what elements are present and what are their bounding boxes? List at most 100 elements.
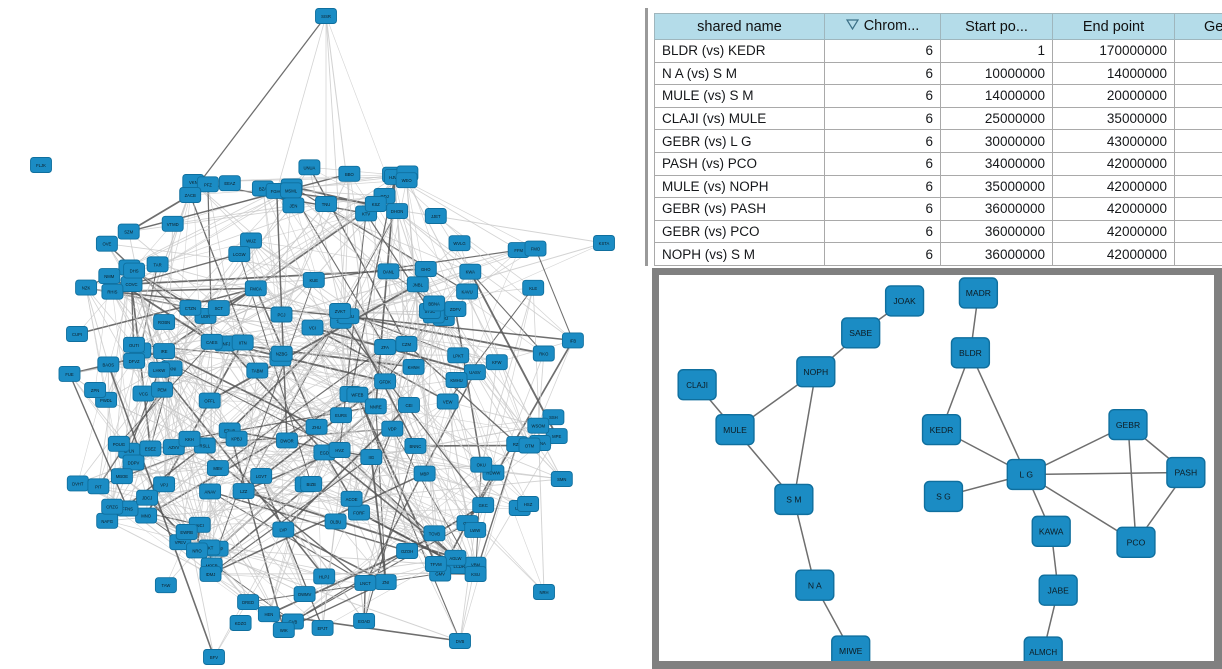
graph-node[interactable] [84, 382, 107, 398]
graph-edge[interactable] [128, 231, 281, 359]
cell-end-point[interactable]: 35000000 [1052, 106, 1175, 131]
graph-edge[interactable] [238, 253, 351, 395]
graph-edge[interactable] [180, 541, 461, 642]
graph-edge[interactable] [217, 346, 386, 469]
table-row[interactable]: BLDR (vs) KEDR61170000000192.0 [654, 39, 1222, 63]
cell-start-point[interactable]: 36000000 [940, 219, 1053, 244]
graph-node[interactable] [472, 497, 495, 514]
cell-start-point[interactable]: 30000000 [940, 129, 1053, 153]
graph-edge[interactable] [210, 472, 425, 575]
graph-edge[interactable] [292, 504, 484, 623]
cell-shared-name[interactable]: GEBR (vs) L G [654, 129, 825, 153]
graph-node[interactable]: KAWA [1031, 515, 1071, 547]
graph-node[interactable] [293, 586, 316, 603]
graph-node[interactable] [101, 283, 124, 300]
column-header-end-point[interactable]: End point [1052, 13, 1175, 40]
graph-edge[interactable] [339, 449, 460, 567]
graph-edge[interactable] [85, 287, 107, 400]
graph-edge[interactable] [388, 180, 407, 272]
graph-node[interactable] [402, 358, 425, 375]
graph-node[interactable] [532, 345, 555, 362]
graph-node[interactable] [179, 187, 202, 203]
table-row[interactable]: CLAJI (vs) MULE625000000350000005.9 [654, 106, 1222, 131]
graph-edge[interactable] [158, 369, 325, 577]
graph-node[interactable]: GEBR [1108, 408, 1148, 441]
graph-node[interactable] [101, 498, 124, 515]
graph-node[interactable] [300, 475, 323, 492]
column-header-start-point[interactable]: Start po... [940, 13, 1053, 40]
graph-node[interactable] [203, 649, 225, 665]
graph-edge[interactable] [391, 343, 407, 429]
graph-edge[interactable] [339, 308, 456, 451]
graph-node[interactable] [153, 343, 176, 360]
graph-node[interactable] [315, 8, 337, 24]
graph-edge[interactable] [396, 210, 468, 292]
graph-edge[interactable] [459, 444, 518, 642]
graph-edge[interactable] [325, 15, 377, 407]
overview-network-panel[interactable]: TOKJNBLUASVBAOSOVEMPFRVEWHSCIKLEUJWNMMEM… [0, 0, 645, 669]
graph-edge[interactable] [443, 318, 494, 473]
graph-node[interactable] [276, 432, 298, 449]
graph-node[interactable] [518, 437, 541, 454]
graph-edge[interactable] [108, 363, 342, 416]
cell-chromosome[interactable]: 6 [824, 106, 941, 131]
graph-edge[interactable] [98, 393, 351, 487]
cell-start-point[interactable]: 34000000 [940, 151, 1053, 176]
graph-edge[interactable] [387, 271, 449, 402]
graph-edge[interactable] [98, 350, 141, 487]
graph-edge[interactable] [134, 270, 349, 317]
cell-start-point[interactable]: 35000000 [940, 174, 1053, 199]
graph-node[interactable] [136, 489, 159, 506]
graph-node[interactable] [305, 418, 328, 435]
column-header-shared-name[interactable]: shared name [654, 13, 825, 40]
graph-edge[interactable] [163, 320, 342, 485]
cell-genetic[interactable]: 8.9 [1174, 197, 1222, 221]
cell-start-point[interactable]: 1 [940, 39, 1053, 63]
table-row[interactable]: MULE (vs) S M614000000200000007.5 [654, 84, 1222, 108]
graph-node[interactable] [110, 468, 133, 485]
cell-start-point[interactable]: 10000000 [940, 61, 1053, 86]
table-row[interactable]: N A (vs) S M610000000140000006.6 [654, 61, 1222, 86]
graph-node[interactable] [66, 326, 88, 342]
graph-node[interactable] [396, 543, 419, 559]
graph-node[interactable] [340, 490, 363, 507]
graph-node[interactable] [364, 196, 387, 212]
graph-edge[interactable] [211, 456, 372, 566]
graph-node[interactable] [338, 165, 361, 182]
graph-node[interactable] [386, 203, 409, 220]
graph-node[interactable] [179, 299, 202, 316]
graph-edge[interactable] [261, 371, 476, 477]
cell-shared-name[interactable]: PASH (vs) PCO [654, 151, 825, 176]
graph-node[interactable]: L G [1006, 458, 1046, 491]
column-header-genetic[interactable]: Genetic... [1174, 13, 1222, 40]
graph-edge[interactable] [173, 446, 336, 522]
graph-node[interactable] [550, 471, 573, 487]
graph-edge[interactable] [112, 291, 134, 463]
graph-node[interactable] [444, 301, 467, 318]
cell-genetic[interactable]: 9.9 [1174, 242, 1222, 266]
cell-shared-name[interactable]: GEBR (vs) PASH [654, 197, 825, 221]
graph-node[interactable] [424, 208, 447, 224]
graph-node[interactable] [398, 396, 420, 413]
graph-node[interactable] [404, 437, 427, 454]
cell-start-point[interactable]: 25000000 [940, 106, 1053, 131]
graph-edge[interactable] [105, 399, 190, 440]
graph-node[interactable] [229, 615, 252, 631]
graph-edge[interactable] [325, 203, 426, 270]
cell-chromosome[interactable]: 6 [824, 197, 941, 221]
graph-node[interactable] [153, 314, 176, 331]
graph-edge[interactable] [364, 310, 431, 584]
graph-node[interactable]: BLDR [950, 337, 991, 369]
graph-edge[interactable] [193, 181, 341, 312]
cell-chromosome[interactable]: 6 [824, 39, 941, 63]
graph-node[interactable] [423, 525, 446, 542]
graph-node[interactable]: PASH [1166, 456, 1206, 489]
graph-node[interactable] [95, 235, 118, 252]
graph-edge[interactable] [229, 430, 365, 622]
graph-edge[interactable] [217, 279, 315, 549]
graph-edge[interactable] [537, 353, 545, 426]
graph-node[interactable] [354, 574, 377, 591]
graph-node[interactable] [413, 465, 436, 482]
cell-end-point[interactable]: 170000000 [1052, 39, 1175, 63]
filtered-network-panel[interactable]: JOAK MADR SABE BLDR NOPH CLAJI KEDR GEBR MULE L G… [652, 268, 1222, 669]
